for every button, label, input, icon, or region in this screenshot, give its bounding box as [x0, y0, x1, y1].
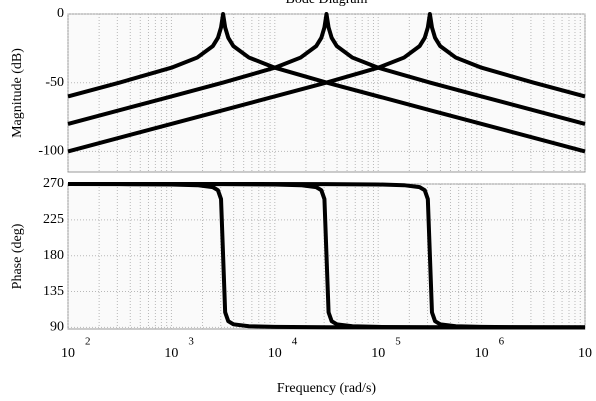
y-tick-label: 0	[57, 6, 64, 21]
x-tick-label: 10	[371, 346, 385, 361]
response-line	[67, 12, 586, 154]
y-tick-label: 180	[43, 248, 64, 263]
y-tick-label: -100	[38, 144, 64, 159]
y-tick-label: 225	[43, 212, 64, 227]
y-tick-label: 90	[50, 320, 64, 335]
x-tick-exponent: 4	[292, 336, 298, 348]
response-line	[67, 12, 586, 154]
x-axis-label: Frequency (rad/s)	[277, 381, 376, 396]
plot-panel: 27022518013590102103104105106107Phase (d…	[10, 176, 592, 396]
response-line	[68, 182, 586, 330]
x-tick-exponent: 5	[395, 336, 401, 348]
x-tick-exponent: 2	[85, 336, 91, 348]
x-tick-exponent: 6	[499, 336, 505, 348]
y-tick-label: 135	[43, 284, 64, 299]
x-tick-label: 10	[578, 346, 592, 361]
chart-title: Bode Diagram	[285, 0, 367, 7]
x-tick-label: 10	[61, 346, 75, 361]
response-line	[67, 12, 586, 126]
y-axis-label: Magnitude (dB)	[10, 48, 25, 138]
y-tick-label: -50	[45, 75, 64, 90]
y-tick-label: 270	[43, 176, 64, 191]
x-tick-label: 10	[475, 346, 489, 361]
plot-panel: 0 -50 -100 Magnitude (dB) Bode Diagram	[10, 0, 586, 173]
x-tick-label: 10	[268, 346, 282, 361]
y-axis-label: Phase (deg)	[10, 223, 25, 289]
x-tick-exponent: 3	[188, 336, 194, 348]
plot-area	[67, 13, 586, 173]
x-tick-label: 10	[164, 346, 178, 361]
